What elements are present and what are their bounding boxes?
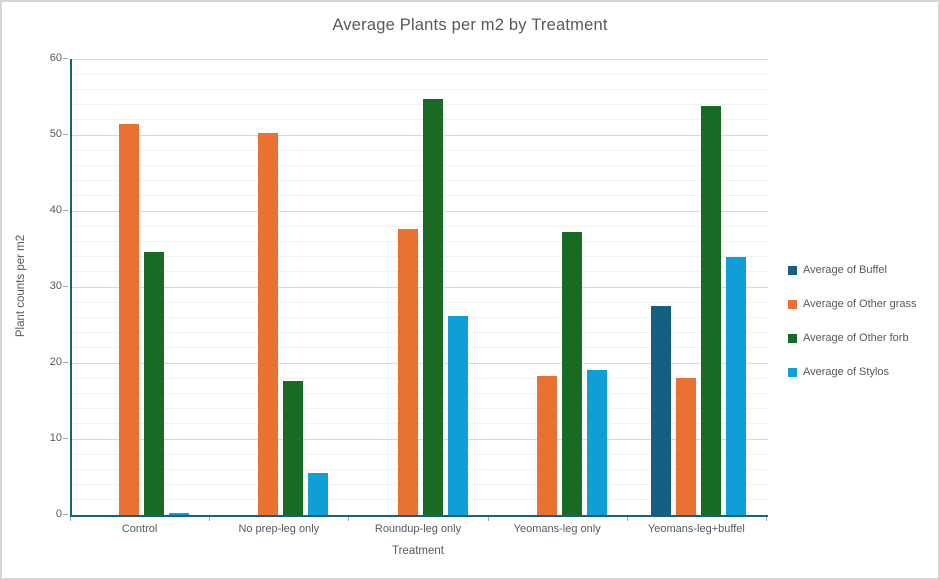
x-category-label: Yeomans-leg+buffel [647, 523, 745, 535]
y-axis-tick [63, 210, 68, 211]
minor-gridline [72, 301, 768, 303]
legend-label: Average of Other forb [803, 332, 909, 344]
minor-gridline [72, 88, 768, 90]
y-tick-label: 50 [49, 128, 62, 140]
x-axis-tick [487, 517, 489, 521]
x-axis-tick [348, 517, 350, 521]
legend-item: Average of Buffel [788, 258, 936, 282]
minor-gridline [72, 408, 768, 410]
legend-item: Average of Stylos [788, 360, 936, 384]
legend-item: Average of Other grass [788, 292, 936, 316]
major-gridline [72, 439, 768, 440]
minor-gridline [72, 423, 768, 425]
bar-average-of-other-grass [119, 124, 140, 515]
minor-gridline [72, 347, 768, 349]
x-axis-tick [766, 517, 767, 521]
minor-gridline [72, 484, 768, 486]
y-axis-tick [63, 286, 68, 287]
major-gridline [72, 363, 768, 364]
bar-average-of-other-forb [283, 381, 304, 515]
bar-average-of-other-grass [258, 133, 279, 515]
major-gridline [72, 287, 768, 288]
legend-marker-icon [788, 265, 797, 275]
minor-gridline [72, 225, 768, 227]
plot-area [70, 59, 768, 517]
x-category-label: No prep-leg only [238, 523, 320, 535]
bar-average-of-other-forb [144, 252, 165, 515]
bar-average-of-other-grass [397, 229, 418, 515]
minor-gridline [72, 271, 768, 273]
bar-average-of-other-grass [675, 378, 696, 515]
x-axis-tick [626, 517, 628, 521]
major-gridline [72, 211, 768, 212]
y-axis-tick [63, 514, 68, 515]
bar-average-of-other-forb [561, 231, 582, 515]
legend-marker-icon [788, 299, 797, 309]
minor-gridline [72, 332, 768, 334]
minor-gridline [72, 104, 768, 106]
y-axis-tick [63, 362, 68, 363]
bar-average-of-stylos [447, 315, 468, 515]
legend-marker-icon [788, 333, 797, 343]
minor-gridline [72, 316, 768, 318]
minor-gridline [72, 195, 768, 197]
legend-item: Average of Other forb [788, 326, 936, 350]
legend-marker-icon [788, 367, 797, 377]
bar-average-of-stylos [169, 513, 190, 515]
x-axis-title: Treatment [392, 545, 444, 557]
y-tick-label: 30 [49, 280, 62, 292]
bar-average-of-buffel [650, 306, 671, 515]
major-gridline [72, 135, 768, 136]
bar-average-of-stylos [308, 473, 329, 515]
bar-average-of-stylos [725, 257, 746, 515]
bar-average-of-other-grass [536, 375, 557, 515]
y-axis-tick [63, 438, 68, 439]
chart-title: Average Plants per m2 by Treatment [332, 16, 608, 34]
y-tick-label: 0 [55, 508, 62, 520]
x-axis-tick [70, 517, 71, 521]
bar-average-of-other-forb [422, 99, 443, 515]
minor-gridline [72, 149, 768, 151]
major-gridline [72, 59, 768, 60]
legend-label: Average of Other grass [803, 298, 917, 310]
minor-gridline [72, 240, 768, 242]
bar-average-of-stylos [586, 369, 607, 515]
y-tick-label: 20 [49, 356, 62, 368]
minor-gridline [72, 392, 768, 394]
y-tick-label: 40 [49, 204, 62, 216]
bar-average-of-other-forb [700, 106, 721, 515]
minor-gridline [72, 499, 768, 501]
y-tick-label: 60 [49, 52, 62, 64]
y-axis-tick [63, 58, 68, 59]
minor-gridline [72, 256, 768, 258]
minor-gridline [72, 453, 768, 455]
minor-gridline [72, 164, 768, 166]
legend: Average of Buffel Average of Other grass A… [788, 258, 936, 394]
y-axis-tick [63, 134, 68, 135]
minor-gridline [72, 468, 768, 470]
minor-gridline [72, 377, 768, 379]
minor-gridline [72, 73, 768, 75]
x-category-label: Yeomans-leg only [513, 523, 601, 535]
minor-gridline [72, 119, 768, 121]
y-tick-label: 10 [49, 432, 62, 444]
x-axis-tick [209, 517, 211, 521]
minor-gridline [72, 180, 768, 182]
legend-label: Average of Stylos [803, 366, 890, 378]
legend-label: Average of Buffel [803, 264, 887, 276]
x-category-label: Roundup-leg only [374, 523, 462, 535]
x-category-label: Control [121, 523, 158, 535]
